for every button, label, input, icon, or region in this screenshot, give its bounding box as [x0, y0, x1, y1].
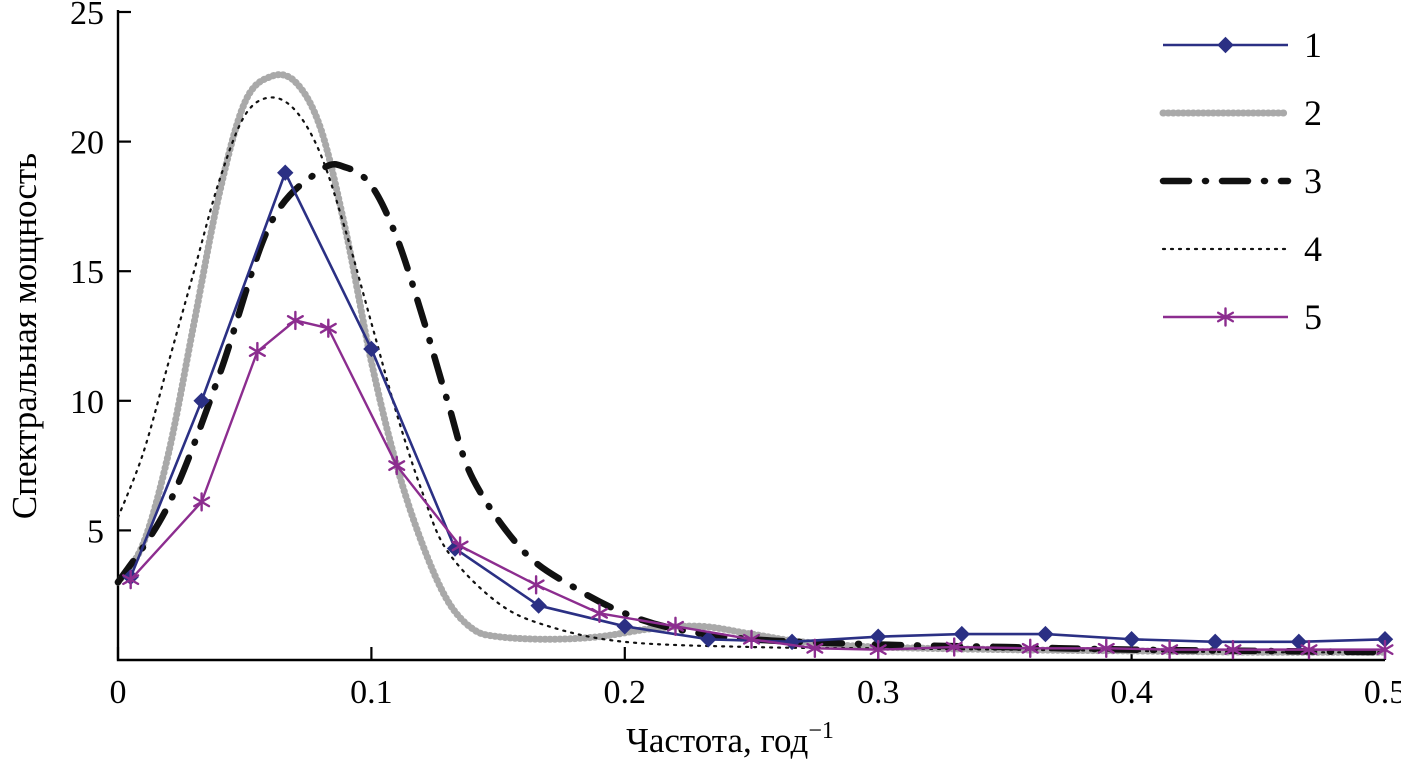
- series-1-marker: [1037, 625, 1054, 643]
- series-5-marker: [319, 318, 337, 338]
- series-5-marker: [1376, 639, 1394, 660]
- series-5-marker: [1097, 638, 1115, 659]
- series-5-marker: [869, 639, 887, 660]
- legend-item-5: 5: [1163, 297, 1322, 337]
- asterisk-spoke: [388, 460, 406, 472]
- x-tick-label: 0.4: [1110, 674, 1153, 711]
- asterisk-spoke: [1097, 642, 1115, 654]
- series-1-marker: [363, 340, 380, 358]
- series-5-marker: [248, 341, 266, 362]
- legend-label-5: 5: [1304, 297, 1322, 337]
- chart-dynamic-layer: 0 0.1 0.2 0.3 0.4 0.5 5 10 15 20 25 1 2 3 4 5: [70, 0, 1401, 711]
- series-5-marker: [1300, 639, 1318, 660]
- asterisk-spoke: [286, 314, 304, 326]
- series-1-marker: [616, 618, 634, 635]
- y-tick-label: 25: [70, 0, 104, 32]
- series-5-marker: [742, 629, 761, 649]
- legend-sample-marker-5: [1216, 307, 1235, 327]
- asterisk-spoke: [590, 607, 609, 619]
- asterisk-spoke: [806, 642, 824, 654]
- x-tick-label: 0.3: [857, 674, 900, 711]
- legend-item-2: 2: [1159, 93, 1322, 133]
- series-5-marker: [388, 455, 406, 476]
- asterisk-spoke: [1376, 644, 1394, 656]
- series-1-marker: [277, 164, 294, 181]
- legend-item-1: 1: [1163, 25, 1322, 65]
- y-axis-title: Спектральная мощность: [5, 153, 44, 519]
- legend-sample-marker-1: [1217, 36, 1234, 54]
- x-tick-label: 0: [110, 674, 127, 711]
- asterisk-spoke: [122, 574, 140, 586]
- asterisk-spoke: [742, 633, 761, 645]
- series-5-marker: [122, 569, 140, 590]
- series-1-marker: [700, 631, 717, 648]
- series-5-marker: [451, 536, 469, 556]
- asterisk-spoke: [869, 644, 887, 656]
- series-5-marker: [1161, 639, 1179, 660]
- series-5-marker: [527, 575, 545, 595]
- y-tick-label: 20: [70, 125, 104, 162]
- x-tick-label: 0.5: [1364, 674, 1401, 711]
- series-2-line: [114, 71, 1389, 656]
- asterisk-spoke: [1161, 644, 1179, 656]
- series-1-marker: [1207, 633, 1224, 651]
- x-axis-title-superscript: −1: [808, 718, 834, 744]
- legend-item-4: 4: [1161, 229, 1322, 269]
- asterisk-spoke: [319, 322, 337, 334]
- y-tick-label: 10: [70, 384, 104, 421]
- asterisk-spoke: [193, 496, 211, 508]
- asterisk-spoke: [1216, 311, 1235, 323]
- series-5-marker: [286, 310, 304, 331]
- series-4-line: [116, 96, 1387, 654]
- legend-item-3: 3: [1159, 161, 1322, 201]
- axes-frame: [116, 10, 1385, 662]
- asterisk-spoke: [666, 620, 685, 632]
- series-5-marker: [666, 616, 685, 637]
- legend-label-2: 2: [1304, 93, 1322, 133]
- series-3-line: [114, 161, 1389, 656]
- series-1-marker: [530, 597, 547, 614]
- series-5-marker: [1224, 639, 1242, 660]
- series-5-marker: [806, 638, 824, 659]
- asterisk-spoke: [1021, 642, 1039, 654]
- y-tick-label: 15: [70, 254, 104, 291]
- legend-label-4: 4: [1304, 229, 1322, 269]
- x-tick-label: 0.1: [350, 674, 393, 711]
- asterisk-spoke: [248, 346, 266, 358]
- x-tick-label: 0.2: [604, 674, 647, 711]
- series-1-line: [129, 171, 1386, 644]
- legend-label-3: 3: [1304, 161, 1322, 201]
- asterisk-spoke: [1300, 644, 1318, 656]
- series-1-marker: [193, 392, 210, 410]
- x-axis-title-base: Частота, год: [626, 721, 808, 760]
- series-1-markers: [122, 164, 1394, 651]
- legend: 1 2 3 4 5: [1159, 25, 1322, 337]
- series-1-marker: [1123, 631, 1140, 648]
- asterisk-spoke: [945, 641, 963, 653]
- series-5-line: [129, 319, 1385, 651]
- series-5-marker: [193, 492, 211, 512]
- x-axis-title: Частота, год−1: [626, 718, 834, 760]
- asterisk-spoke: [527, 579, 545, 591]
- asterisk-spoke: [451, 540, 469, 552]
- y-tick-label: 5: [87, 513, 104, 550]
- series-5-marker: [590, 603, 609, 624]
- series-1-marker: [953, 625, 971, 643]
- series-5-markers: [122, 310, 1394, 660]
- series-5-marker: [1021, 638, 1039, 659]
- legend-label-1: 1: [1304, 25, 1322, 65]
- asterisk-spoke: [1224, 644, 1242, 656]
- series-5-marker: [945, 637, 963, 657]
